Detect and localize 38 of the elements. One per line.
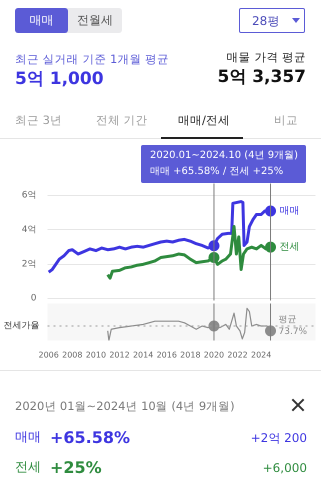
text: 전세 (15, 459, 41, 477)
y-tick-label: 2억 (22, 259, 37, 270)
text: +6,000 (262, 460, 307, 477)
text: 최근 3년 (15, 112, 62, 128)
x-tick-label: 2018 (180, 350, 201, 360)
text: 매매 +65.58% / 전세 +25% (150, 165, 284, 179)
y-tick-label: 6억 (22, 190, 37, 201)
text: +65.58% (50, 427, 130, 449)
text: +25% (50, 457, 102, 479)
text: 매매 (28, 12, 54, 29)
ref-line-label: 평균 73.7% (278, 315, 308, 338)
text: 전체 기간 (96, 112, 148, 128)
series-label: 매매 (280, 206, 300, 217)
text: 최근 실거래 기준 1개월 평균 (15, 51, 169, 68)
x-tick-label: 2008 (62, 350, 82, 360)
text: 비교 (274, 112, 298, 128)
x-tick-label: 2024 (251, 350, 272, 360)
text: 2020년 01월~2024년 10월 (4년 9개월) (15, 398, 235, 414)
text: 매물 가격 평균 (226, 49, 306, 66)
text: 전월세 (76, 12, 114, 29)
text: 매매/전세 (178, 112, 230, 128)
x-tick-label: 2012 (109, 350, 130, 360)
x-tick-label: 2010 (86, 350, 106, 360)
y-tick-label: 4억 (22, 224, 37, 235)
y-axis-title: 전세가율 (4, 321, 40, 332)
text: 매매 (15, 429, 41, 447)
x-tick-label: 2022 (227, 350, 248, 360)
y-tick-label: 0 (30, 294, 37, 304)
text: +2억 200 (250, 430, 307, 447)
text: 5억 1,000 (15, 68, 104, 91)
series-label: 전세 (280, 242, 300, 253)
text: 2020.01~2024.10 (4년 9개월) (150, 149, 299, 163)
text: 5억 3,357 (217, 66, 306, 89)
x-tick-label: 2006 (38, 350, 59, 360)
x-tick-label: 2014 (132, 350, 154, 360)
x-tick-label: 2020 (204, 350, 224, 360)
x-tick-label: 2016 (156, 350, 177, 360)
text: 28평 (252, 13, 280, 30)
